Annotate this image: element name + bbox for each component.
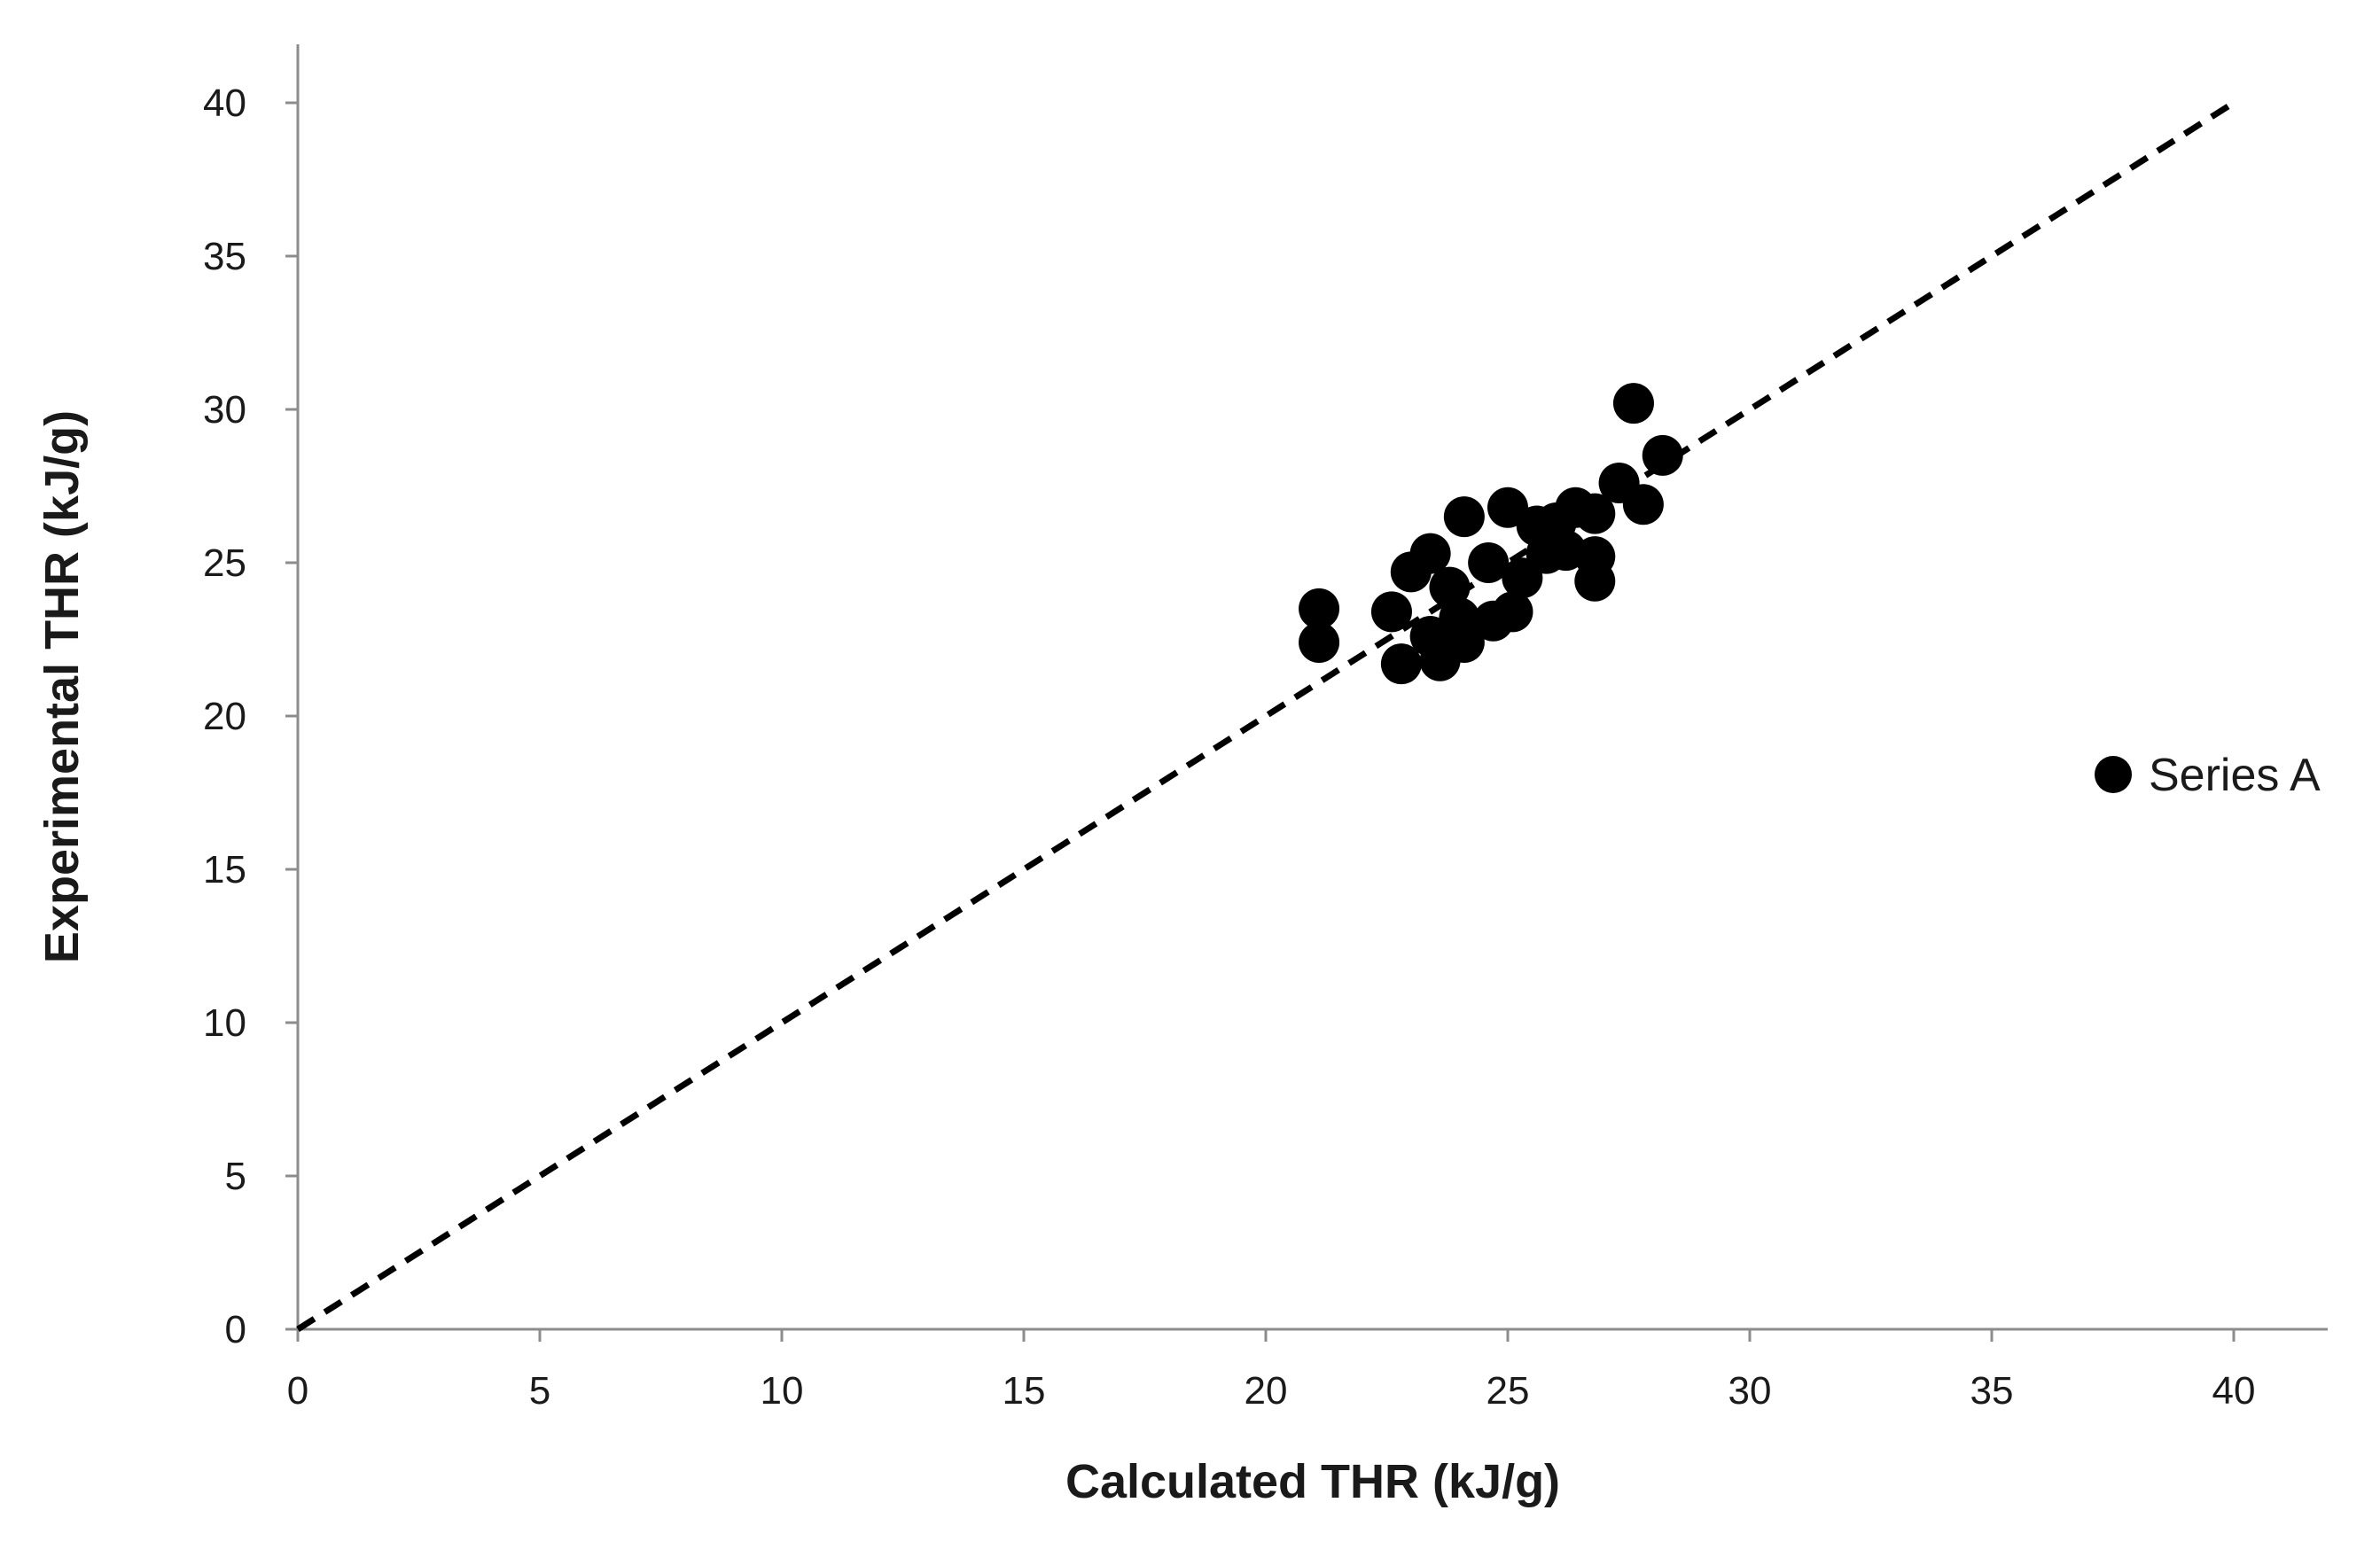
y-tick-label: 5 (225, 1155, 246, 1198)
y-tick-label: 15 (203, 848, 246, 891)
x-tick-label: 35 (1970, 1369, 2014, 1413)
data-point (1299, 588, 1340, 629)
legend: Series A (2095, 750, 2321, 801)
x-axis-title: Calculated THR (kJ/g) (1065, 1455, 1560, 1508)
data-point (1492, 591, 1533, 633)
x-tick-label: 30 (1728, 1369, 1772, 1413)
x-ticks: 0 5 10 15 20 25 30 35 40 (287, 1329, 2256, 1413)
data-point (1443, 496, 1485, 538)
data-point (1443, 621, 1485, 663)
x-tick-label: 40 (2212, 1369, 2256, 1413)
legend-marker (2095, 756, 2132, 793)
x-tick-label: 5 (529, 1369, 550, 1413)
x-tick-label: 0 (287, 1369, 308, 1413)
y-axis-title: Experimental THR (kJ/g) (35, 410, 89, 963)
data-point (1612, 383, 1654, 424)
data-point (1380, 643, 1422, 685)
x-tick-label: 25 (1487, 1369, 1530, 1413)
data-point (1622, 484, 1664, 525)
legend-label: Series A (2149, 750, 2321, 801)
data-points (1299, 383, 1683, 685)
y-tick-label: 0 (225, 1308, 246, 1351)
data-point (1487, 487, 1528, 528)
data-point (1574, 493, 1616, 534)
y-tick-label: 30 (203, 388, 246, 432)
y-ticks: 0 5 10 15 20 25 30 35 40 (203, 82, 298, 1351)
data-point (1409, 533, 1451, 574)
reference-line (296, 100, 2236, 1332)
y-tick-label: 35 (203, 235, 246, 278)
y-tick-label: 40 (203, 82, 246, 125)
x-tick-label: 20 (1245, 1369, 1288, 1413)
y-tick-label: 25 (203, 541, 246, 585)
data-point (1429, 566, 1471, 608)
data-point (1574, 560, 1616, 602)
data-point (1299, 621, 1340, 663)
data-point (1642, 434, 1683, 476)
y-tick-label: 20 (203, 695, 246, 738)
data-point (1370, 591, 1412, 633)
x-tick-label: 10 (761, 1369, 804, 1413)
axes (296, 44, 2328, 1331)
y-tick-label: 10 (203, 1001, 246, 1045)
data-point (1468, 542, 1510, 583)
x-tick-label: 15 (1003, 1369, 1046, 1413)
